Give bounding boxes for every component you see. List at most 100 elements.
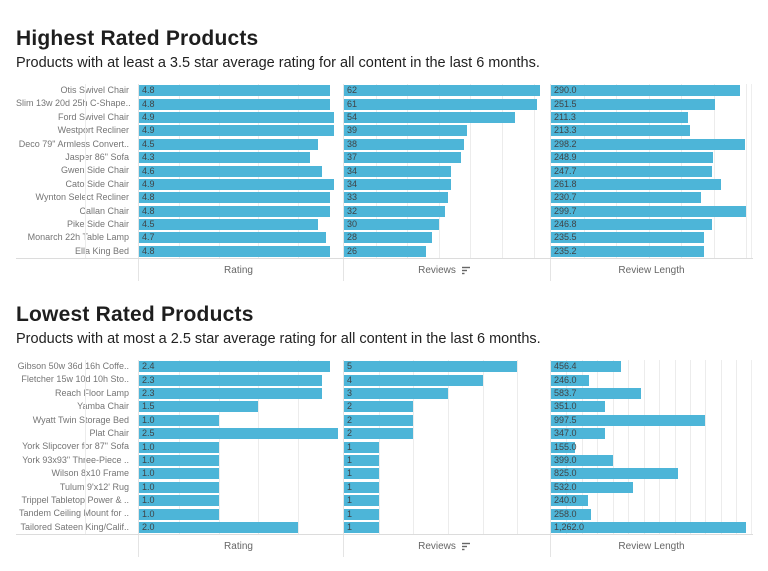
bar[interactable]: 4.5 bbox=[139, 219, 319, 231]
bar[interactable]: 1 bbox=[344, 508, 379, 520]
row-label[interactable]: Jasper 86" Sofa bbox=[65, 151, 129, 162]
bar[interactable]: 248.9 bbox=[551, 152, 713, 164]
bar[interactable]: 261.8 bbox=[551, 178, 722, 190]
bar[interactable]: 4.8 bbox=[139, 192, 331, 204]
row-label[interactable]: Gwen Side Chair bbox=[60, 165, 129, 176]
sort-descending-icon[interactable] bbox=[461, 542, 471, 551]
row-label[interactable]: Callan Chair bbox=[79, 205, 129, 216]
row-label[interactable]: Pike Side Chair bbox=[66, 218, 129, 229]
bar[interactable]: 1,262.0 bbox=[551, 521, 746, 533]
row-label[interactable]: Trippel Tabletop Power & .. bbox=[21, 494, 129, 505]
bar[interactable]: 2.5 bbox=[139, 428, 338, 440]
bar[interactable]: 5 bbox=[344, 361, 518, 373]
bar[interactable]: 1 bbox=[344, 441, 379, 453]
bar[interactable]: 4.3 bbox=[139, 152, 311, 164]
bar[interactable]: 299.7 bbox=[551, 205, 746, 217]
bar[interactable]: 2 bbox=[344, 401, 414, 413]
row-label[interactable]: York 93x93" Three-Piece .. bbox=[22, 454, 129, 465]
bar[interactable]: 1 bbox=[344, 521, 379, 533]
bar[interactable]: 351.0 bbox=[551, 401, 606, 413]
bar[interactable]: 4 bbox=[344, 374, 483, 386]
bar[interactable]: 54 bbox=[344, 111, 515, 123]
bar[interactable]: 2 bbox=[344, 414, 414, 426]
bar[interactable]: 230.7 bbox=[551, 192, 702, 204]
row-label[interactable]: Ella King Bed bbox=[74, 245, 129, 256]
bar[interactable]: 251.5 bbox=[551, 98, 715, 110]
bar[interactable]: 39 bbox=[344, 125, 468, 137]
row-label[interactable]: York Slipcover for 87" Sofa bbox=[22, 441, 129, 452]
row-label[interactable]: Ford Swivel Chair bbox=[57, 111, 129, 122]
bar[interactable]: 1 bbox=[344, 455, 379, 466]
row-label[interactable]: Tulum 9'x12' Rug bbox=[59, 481, 129, 492]
bar[interactable]: 155.0 bbox=[551, 441, 577, 453]
bar[interactable]: 246.8 bbox=[551, 219, 712, 231]
bar[interactable]: 825.0 bbox=[551, 468, 679, 480]
bar[interactable]: 1.5 bbox=[139, 401, 259, 413]
bar[interactable]: 1.0 bbox=[139, 481, 219, 493]
sort-descending-icon[interactable] bbox=[461, 266, 471, 275]
bar[interactable]: 1 bbox=[344, 481, 379, 493]
bar[interactable]: 247.7 bbox=[551, 165, 713, 177]
bar[interactable]: 1.0 bbox=[139, 468, 219, 480]
bar[interactable]: 1.0 bbox=[139, 441, 219, 453]
row-label[interactable]: Westport Recliner bbox=[57, 125, 129, 136]
bar[interactable]: 235.5 bbox=[551, 232, 705, 244]
bar[interactable]: 2.0 bbox=[139, 521, 299, 533]
bar[interactable]: 34 bbox=[344, 178, 452, 190]
row-label[interactable]: Reach Floor Lamp bbox=[54, 387, 129, 398]
bar[interactable]: 4.5 bbox=[139, 138, 319, 150]
row-label[interactable]: Otis Swivel Chair bbox=[60, 85, 129, 95]
bar[interactable]: 213.3 bbox=[551, 125, 690, 137]
bar[interactable]: 2.3 bbox=[139, 388, 323, 400]
bar[interactable]: 4.8 bbox=[139, 85, 331, 97]
row-label[interactable]: Monarch 22h Table Lamp bbox=[27, 232, 129, 243]
bar[interactable]: 61 bbox=[344, 98, 537, 110]
axis-reviews[interactable]: Reviews bbox=[343, 259, 545, 282]
bar[interactable]: 4.9 bbox=[139, 178, 335, 190]
row-label[interactable]: Tandem Ceiling Mount for .. bbox=[18, 508, 129, 519]
row-label[interactable]: Fletcher 15w 10d 10h Sto.. bbox=[21, 374, 129, 385]
row-label[interactable]: Wynton Select Recliner bbox=[35, 192, 129, 203]
bar[interactable]: 1.0 bbox=[139, 508, 219, 520]
bar[interactable]: 240.0 bbox=[551, 495, 589, 507]
bar[interactable]: 4.8 bbox=[139, 205, 331, 217]
bar[interactable]: 2.4 bbox=[139, 361, 331, 373]
bar[interactable]: 1.0 bbox=[139, 414, 219, 426]
row-label[interactable]: Plat Chair bbox=[89, 428, 129, 439]
bar[interactable]: 26 bbox=[344, 245, 427, 257]
row-label[interactable]: Wyatt Twin Storage Bed bbox=[32, 414, 129, 425]
bar[interactable]: 4.7 bbox=[139, 232, 327, 244]
bar[interactable]: 298.2 bbox=[551, 138, 745, 150]
bar[interactable]: 32 bbox=[344, 205, 446, 217]
bar[interactable]: 399.0 bbox=[551, 455, 613, 466]
bar[interactable]: 3 bbox=[344, 388, 448, 400]
bar[interactable]: 2 bbox=[344, 428, 414, 440]
bar[interactable]: 1 bbox=[344, 468, 379, 480]
bar[interactable]: 583.7 bbox=[551, 388, 642, 400]
bar[interactable]: 532.0 bbox=[551, 481, 634, 493]
bar[interactable]: 1.0 bbox=[139, 495, 219, 507]
bar[interactable]: 290.0 bbox=[551, 85, 740, 97]
bar[interactable]: 347.0 bbox=[551, 428, 605, 440]
row-label[interactable]: Tailored Sateen King/Calif.. bbox=[20, 521, 129, 532]
bar[interactable]: 456.4 bbox=[551, 361, 622, 373]
bar[interactable]: 246.0 bbox=[551, 374, 589, 386]
bar[interactable]: 4.6 bbox=[139, 165, 323, 177]
row-label[interactable]: Gibson 50w 36d 16h Coffe.. bbox=[17, 361, 129, 372]
bar[interactable]: 258.0 bbox=[551, 508, 591, 520]
bar[interactable]: 1 bbox=[344, 495, 379, 507]
bar[interactable]: 235.2 bbox=[551, 245, 705, 257]
bar[interactable]: 4.9 bbox=[139, 111, 335, 123]
bar[interactable]: 211.3 bbox=[551, 111, 689, 123]
row-label[interactable]: Deco 79" Armless Convert.. bbox=[18, 138, 129, 149]
bar[interactable]: 2.3 bbox=[139, 374, 323, 386]
bar[interactable]: 1.0 bbox=[139, 455, 219, 466]
bar[interactable]: 33 bbox=[344, 192, 449, 204]
row-label[interactable]: Wilson 8x10 Frame bbox=[51, 468, 129, 479]
bar[interactable]: 30 bbox=[344, 219, 439, 231]
bar[interactable]: 4.9 bbox=[139, 125, 335, 137]
bar[interactable]: 28 bbox=[344, 232, 433, 244]
bar[interactable]: 62 bbox=[344, 85, 540, 97]
bar[interactable]: 37 bbox=[344, 152, 461, 164]
bar[interactable]: 4.8 bbox=[139, 98, 331, 110]
